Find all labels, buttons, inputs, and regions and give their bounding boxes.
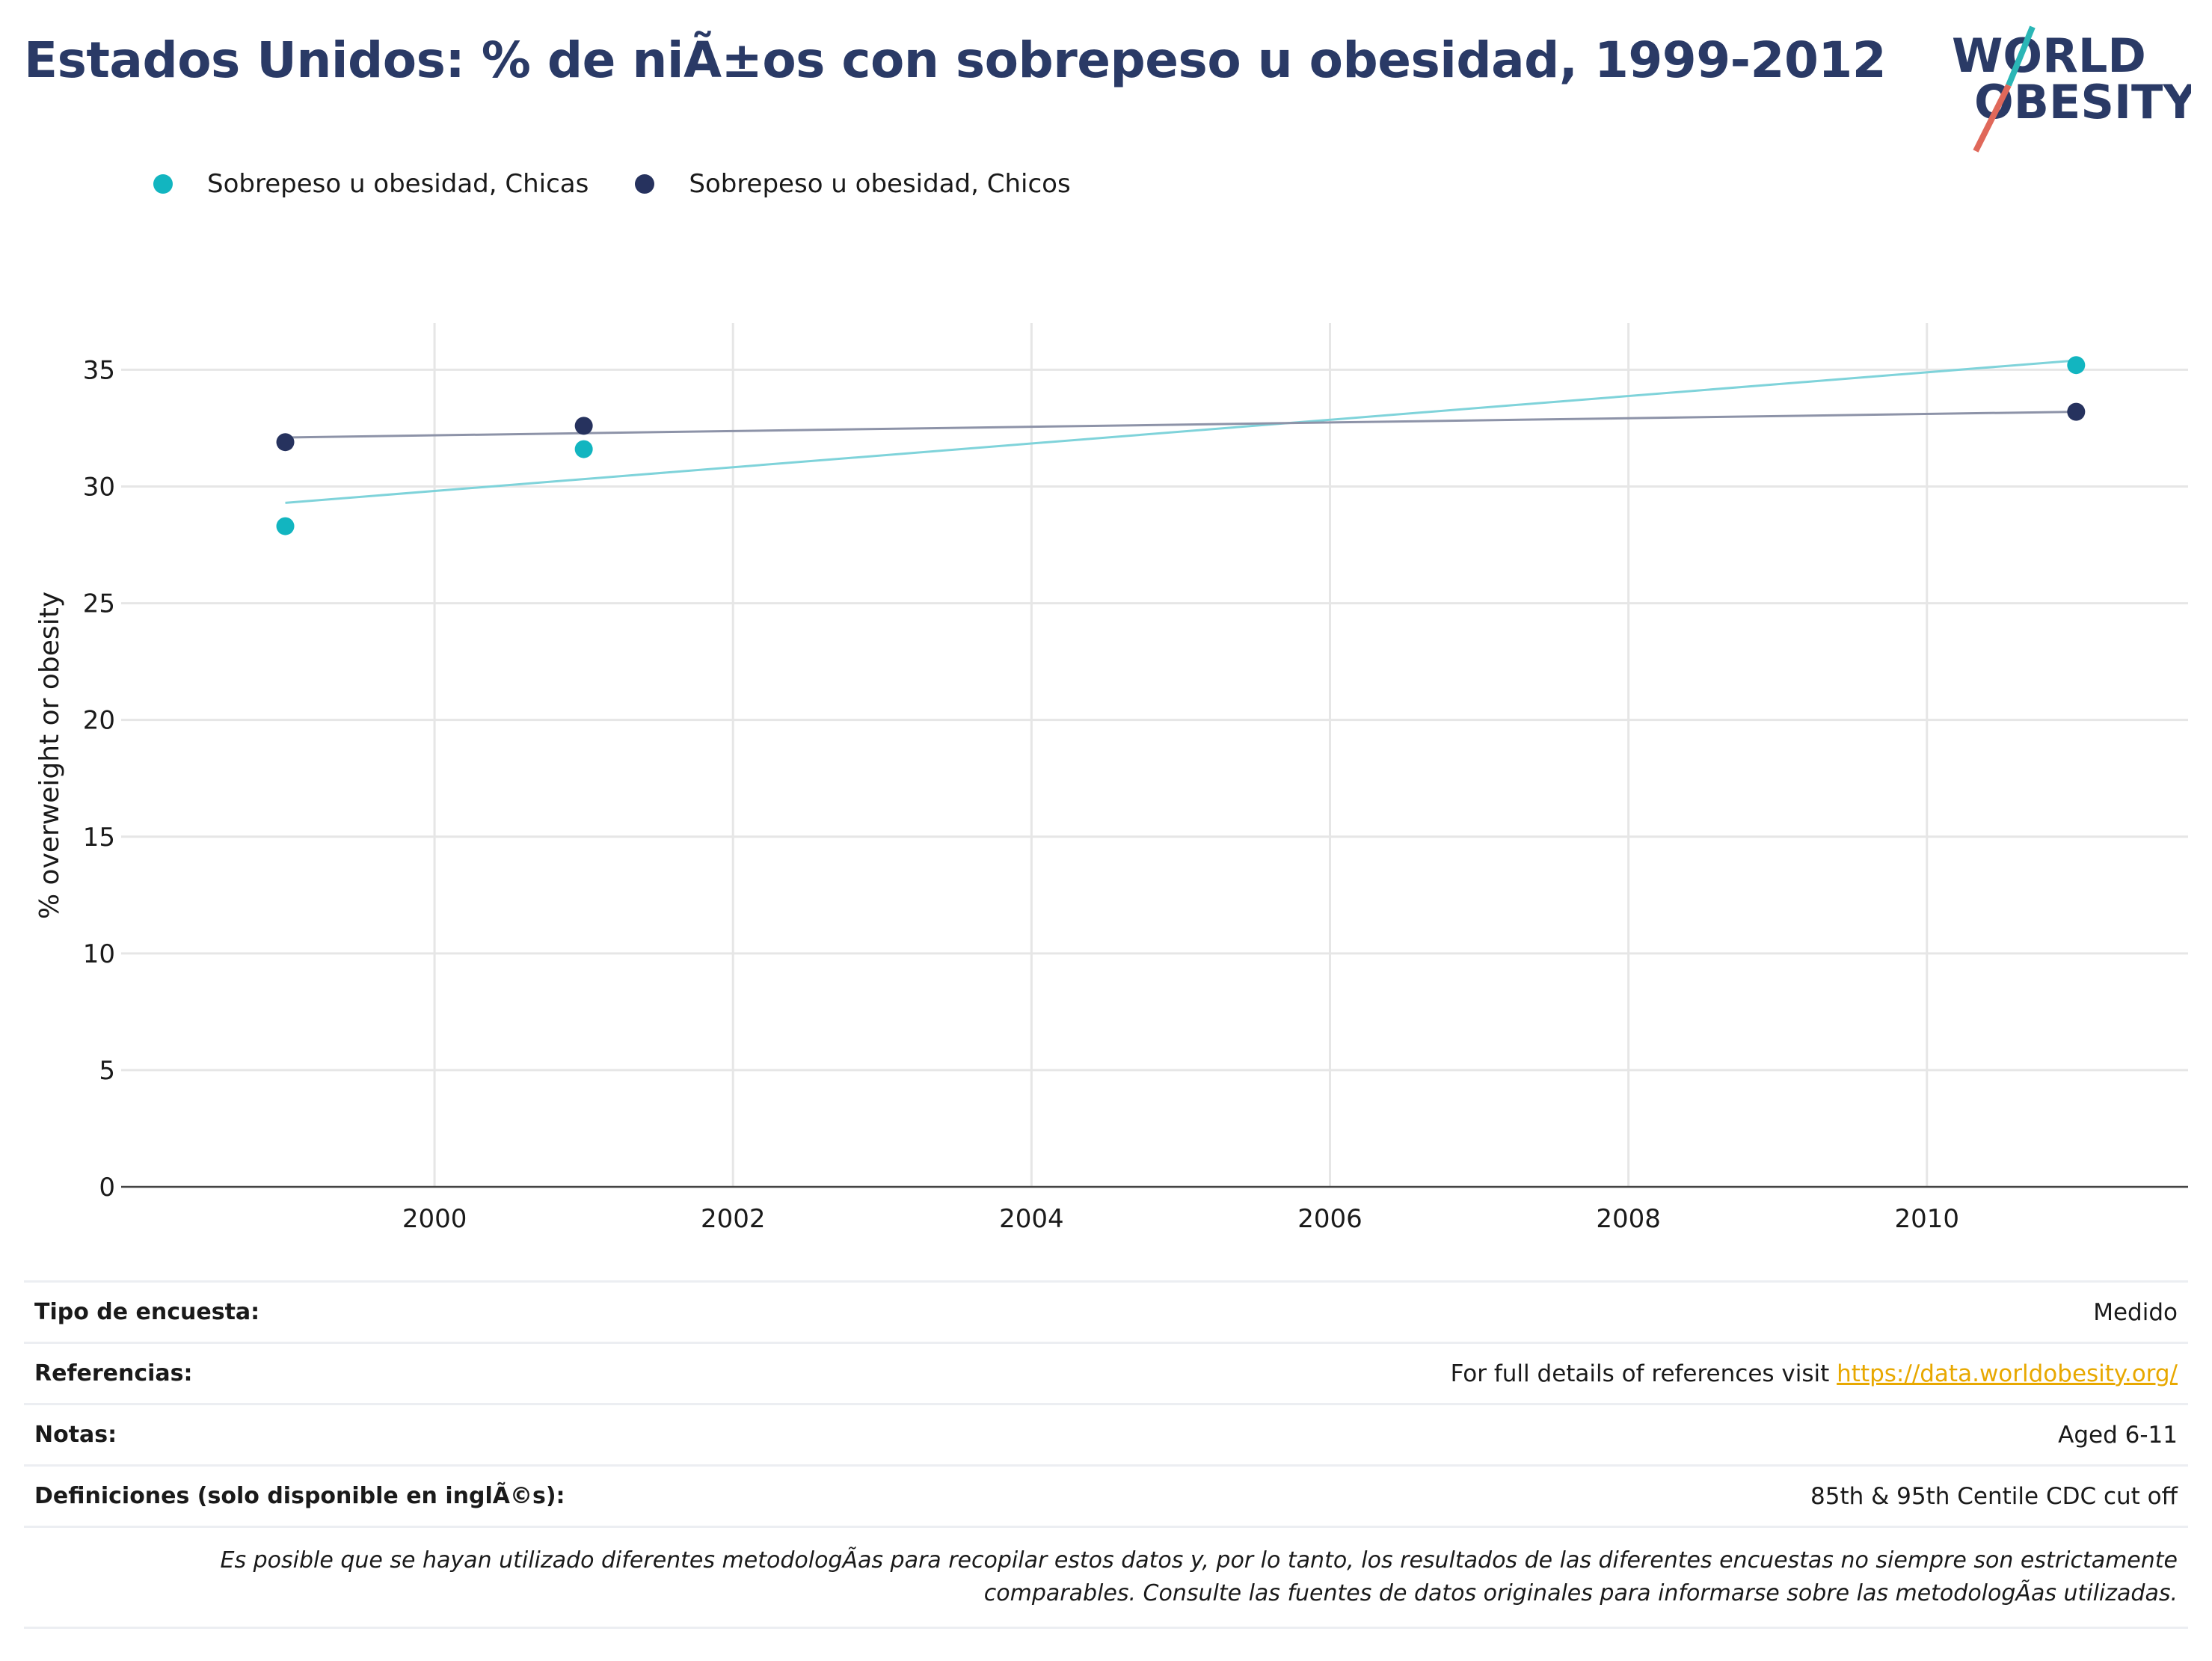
info-row-survey-type: Tipo de encuesta: Medido bbox=[24, 1280, 2188, 1342]
data-points bbox=[276, 356, 2086, 535]
methodology-disclaimer: Es posible que se hayan utilizado difere… bbox=[24, 1526, 2188, 1629]
disclaimer-line-2: comparables. Consulte las fuentes de dat… bbox=[983, 1580, 2178, 1606]
info-value-notes: Aged 6-11 bbox=[2058, 1421, 2178, 1449]
data-point-chicas bbox=[2067, 356, 2086, 375]
info-table: Tipo de encuesta: Medido Referencias: Fo… bbox=[24, 1280, 2188, 1629]
legend-marker-chicas bbox=[153, 174, 173, 194]
info-key-references: Referencias: bbox=[34, 1360, 193, 1387]
chart-legend: Sobrepeso u obesidad, Chicas Sobrepeso u… bbox=[153, 169, 1117, 199]
axes: 0 5 10 15 20 25 30 35 2000 2002 2004 2006 2008 2010 bbox=[83, 355, 2188, 1234]
data-point-chicas bbox=[574, 440, 593, 458]
references-prefix: For full details of references visit bbox=[1450, 1360, 1837, 1387]
data-point-chicos bbox=[574, 417, 593, 435]
y-tick-label: 35 bbox=[83, 355, 115, 385]
x-tick-label: 2010 bbox=[1894, 1204, 1959, 1234]
world-obesity-logo: WORLD OBESITY bbox=[1952, 25, 2191, 153]
trend-line-chicos bbox=[285, 411, 2077, 439]
chart-title: Estados Unidos: % de niÃ±os con sobrepes… bbox=[24, 31, 1887, 89]
y-tick-label: 0 bbox=[99, 1173, 115, 1203]
x-tick-label: 2002 bbox=[701, 1204, 766, 1234]
info-row-definitions: Definiciones (solo disponible en inglÃ©s… bbox=[24, 1464, 2188, 1526]
data-point-chicos bbox=[2067, 402, 2086, 421]
legend-item-chicas[interactable]: Sobrepeso u obesidad, Chicas bbox=[153, 169, 589, 199]
info-key-notes: Notas: bbox=[34, 1422, 117, 1448]
info-value-survey-type: Medido bbox=[2093, 1298, 2178, 1326]
legend-label-chicos: Sobrepeso u obesidad, Chicos bbox=[689, 169, 1071, 199]
y-tick-label: 15 bbox=[83, 823, 115, 853]
scatter-chart: 0 5 10 15 20 25 30 35 2000 2002 2004 2006 2008 2010 %… bbox=[34, 323, 2188, 1234]
svg-text:WORLD: WORLD bbox=[1952, 28, 2146, 83]
x-tick-label: 2000 bbox=[402, 1204, 467, 1234]
y-tick-label: 10 bbox=[83, 939, 115, 969]
info-key-survey-type: Tipo de encuesta: bbox=[34, 1299, 260, 1325]
legend-item-chicos[interactable]: Sobrepeso u obesidad, Chicos bbox=[635, 169, 1071, 199]
info-row-notes: Notas: Aged 6-11 bbox=[24, 1403, 2188, 1464]
trend-line-chicas bbox=[285, 359, 2077, 504]
x-tick-label: 2004 bbox=[999, 1204, 1064, 1234]
references-link[interactable]: https://data.worldobesity.org/ bbox=[1837, 1360, 2178, 1387]
y-tick-label: 5 bbox=[99, 1056, 115, 1086]
legend-marker-chicos bbox=[635, 174, 655, 194]
grid-lines bbox=[121, 323, 2188, 1187]
y-axis-label: % overweight or obesity bbox=[34, 592, 65, 919]
x-tick-label: 2008 bbox=[1596, 1204, 1661, 1234]
info-key-definitions: Definiciones (solo disponible en inglÃ©s… bbox=[34, 1483, 565, 1509]
data-point-chicos bbox=[276, 433, 295, 452]
y-tick-label: 20 bbox=[83, 706, 115, 736]
y-tick-label: 30 bbox=[83, 473, 115, 503]
x-tick-label: 2006 bbox=[1297, 1204, 1362, 1234]
y-tick-label: 25 bbox=[83, 589, 115, 619]
data-point-chicas bbox=[276, 517, 295, 535]
info-value-definitions: 85th & 95th Centile CDC cut off bbox=[1810, 1482, 2178, 1510]
disclaimer-line-1: Es posible que se hayan utilizado difere… bbox=[220, 1547, 2178, 1574]
info-value-references: For full details of references visit htt… bbox=[1451, 1360, 2178, 1387]
legend-label-chicas: Sobrepeso u obesidad, Chicas bbox=[207, 169, 589, 199]
trend-lines bbox=[285, 359, 2077, 504]
info-row-references: Referencias: For full details of referen… bbox=[24, 1342, 2188, 1403]
